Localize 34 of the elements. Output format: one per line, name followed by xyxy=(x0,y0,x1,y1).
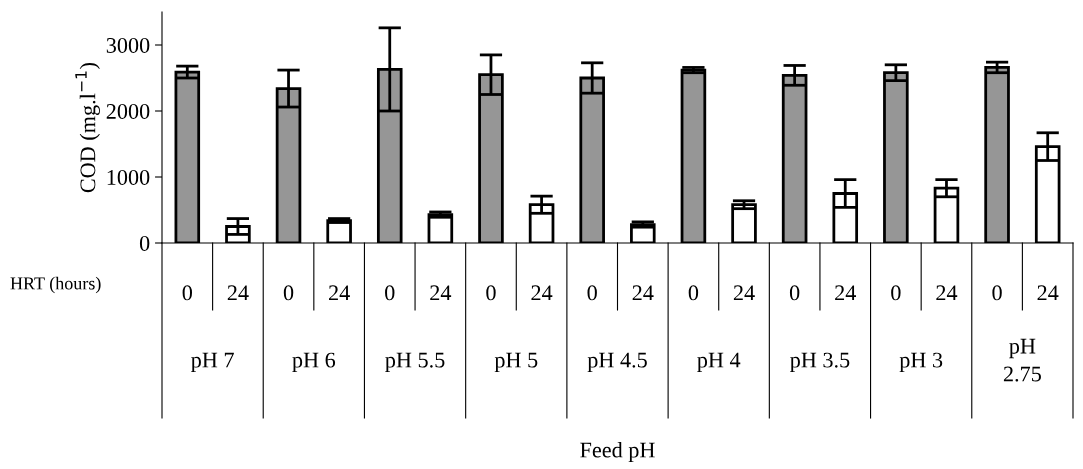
x-tick-label: 24 xyxy=(936,285,958,301)
text: pH 3.5 xyxy=(790,352,850,373)
x-tick-label: 24 xyxy=(1037,285,1059,301)
y-tick-label: 0 xyxy=(139,235,150,251)
text: Feed pH xyxy=(580,441,655,463)
x-tick-label: 24 xyxy=(632,285,654,301)
x-tick-label: 24 xyxy=(531,285,553,301)
x-tick-label: 24 xyxy=(329,285,350,301)
text: pH 5.5 xyxy=(385,352,445,373)
y-tick-label: 3000 xyxy=(106,37,150,53)
x-tick-label: 0 xyxy=(688,285,699,301)
x-tick-label: 0 xyxy=(587,285,597,301)
y-axis-title: COD (mg.l$^{−1}$) xyxy=(75,62,100,193)
text: pH 2.75 xyxy=(1003,338,1041,382)
x-tick-label: 24 xyxy=(430,285,452,301)
x-tick-label: 24 xyxy=(733,285,755,301)
x-tick-label: 0 xyxy=(486,285,496,301)
x-tick-label: 0 xyxy=(182,285,193,301)
text: pH 6 xyxy=(292,352,336,373)
x-tick-label: 0 xyxy=(891,285,901,301)
text: pH 4 xyxy=(697,352,741,373)
text: HRT (hours) xyxy=(10,276,101,294)
text: pH 7 xyxy=(191,352,234,373)
x-tick-label: 0 xyxy=(385,285,395,301)
x-tick-label: 24 xyxy=(227,285,249,301)
text: pH 3 xyxy=(899,352,943,373)
x-tick-label: 0 xyxy=(992,285,1002,301)
x-tick-label: 24 xyxy=(835,285,857,301)
x-tick-label: 0 xyxy=(283,285,294,301)
y-tick-label: 1000 xyxy=(107,169,150,185)
text: pH 4.5 xyxy=(587,352,647,373)
x-tick-label: 0 xyxy=(789,285,800,301)
text: pH 5 xyxy=(494,352,538,373)
y-tick-label: 2000 xyxy=(106,103,150,119)
